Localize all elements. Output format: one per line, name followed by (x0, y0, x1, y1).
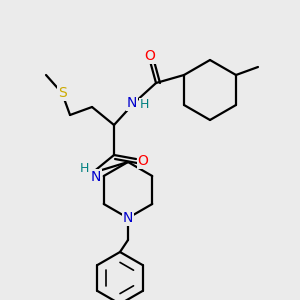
Text: N: N (127, 96, 137, 110)
Text: N: N (123, 211, 133, 225)
Text: N: N (91, 170, 101, 184)
Text: S: S (58, 86, 66, 100)
Text: O: O (145, 49, 155, 63)
Text: H: H (79, 163, 89, 176)
Text: O: O (138, 154, 148, 168)
Text: H: H (139, 98, 149, 112)
